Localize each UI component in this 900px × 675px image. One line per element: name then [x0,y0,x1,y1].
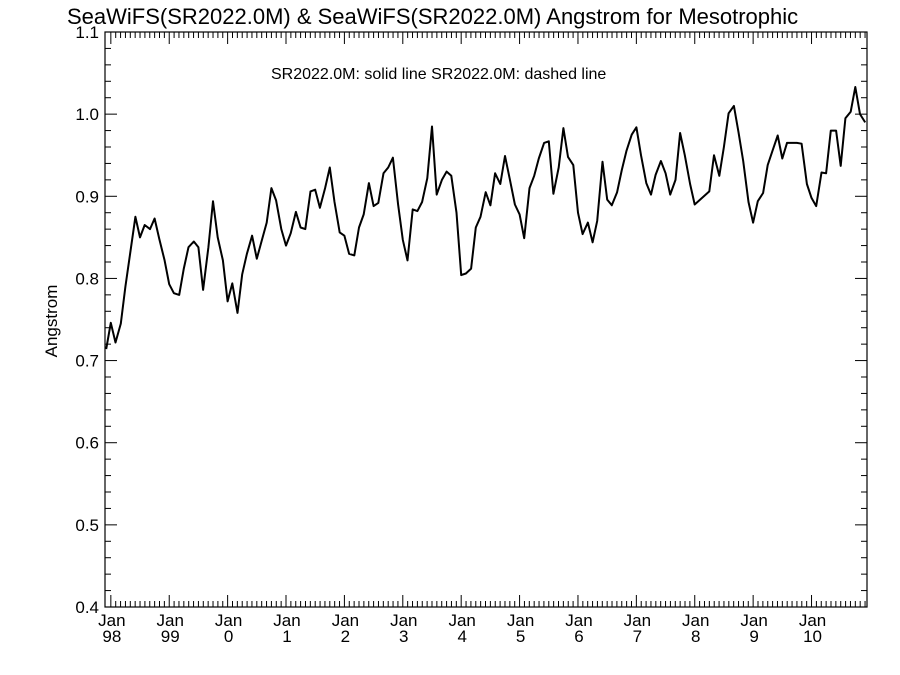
y-axis-label: Angstrom [42,285,61,358]
x-tick-year-label: 10 [803,627,822,646]
y-tick-label: 1.1 [75,23,99,42]
x-tick-month-label: Jan [273,611,300,630]
x-tick-month-label: Jan [215,611,242,630]
y-tick-label: 0.6 [75,434,99,453]
x-tick-year-label: 99 [161,627,180,646]
x-tick-month-label: Jan [390,611,417,630]
x-tick-month-label: Jan [448,611,475,630]
x-tick-month-label: Jan [565,611,592,630]
x-tick-year-label: 4 [457,627,466,646]
x-tick-month-label: Jan [98,611,125,630]
y-tick-label: 0.7 [75,352,99,371]
x-tick-month-label: Jan [799,611,826,630]
y-tick-label: 0.8 [75,269,99,288]
x-tick-year-label: 98 [102,627,121,646]
x-tick-year-label: 3 [399,627,408,646]
legend-text: SR2022.0M: solid line SR2022.0M: dashed … [271,66,606,83]
x-tick-year-label: 5 [516,627,525,646]
x-tick-month-label: Jan [624,611,651,630]
x-tick-month-label: Jan [332,611,359,630]
y-ticks: 0.4 0.5 0.6 0.7 0.8 0.9 1.0 1.1 [75,23,867,617]
x-tick-year-label: 9 [749,627,758,646]
y-tick-label: 0.4 [75,598,99,617]
x-tick-month-label: Jan [507,611,534,630]
y-tick-label: 0.9 [75,187,99,206]
x-tick-year-label: 7 [633,627,642,646]
x-tick-year-label: 0 [224,627,233,646]
series-layer [105,86,867,350]
y-tick-label: 1.0 [75,105,99,124]
x-tick-month-label: Jan [740,611,767,630]
x-ticks: Jan98Jan99Jan0Jan1Jan2Jan3Jan4Jan5Jan6Ja… [98,32,866,646]
plot-frame [104,31,868,608]
x-tick-month-label: Jan [157,611,184,630]
x-tick-year-label: 2 [341,627,350,646]
x-tick-year-label: 1 [282,627,291,646]
y-tick-label: 0.5 [75,516,99,535]
x-tick-year-label: 8 [691,627,700,646]
series-line-solid [105,86,867,350]
chart-title: SeaWiFS(SR2022.0M) & SeaWiFS(SR2022.0M) … [67,4,798,29]
x-tick-year-label: 6 [574,627,583,646]
x-tick-month-label: Jan [682,611,709,630]
